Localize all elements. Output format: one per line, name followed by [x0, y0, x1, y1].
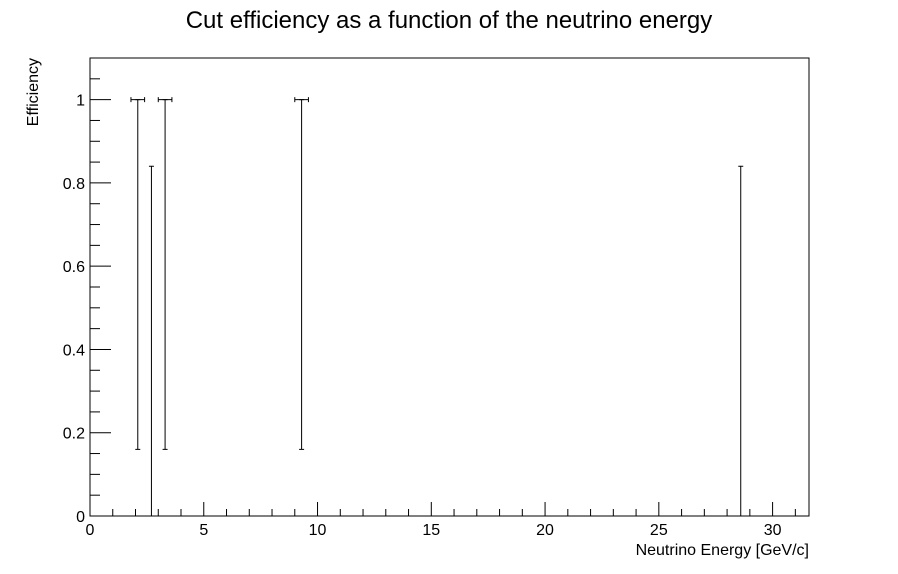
data-layer [130, 97, 744, 516]
y-axis: 0 0.2 0.4 0.6 0.8 1 [63, 57, 111, 526]
x-axis: 0 5 10 15 20 25 30 [86, 502, 796, 539]
data-point [738, 165, 744, 516]
x-tick-label: 25 [650, 522, 668, 539]
y-tick-label: 0.2 [63, 426, 85, 443]
data-point [157, 97, 173, 450]
y-axis-label: Efficiency [25, 58, 42, 126]
y-tick-label: 0.4 [63, 342, 85, 359]
x-tick-label: 20 [536, 522, 554, 539]
y-tick-label: 1 [76, 93, 85, 110]
x-tick-label: 30 [764, 522, 782, 539]
x-tick-label: 15 [422, 522, 440, 539]
x-tick-label: 0 [86, 522, 95, 539]
plot-frame [89, 57, 810, 517]
x-tick-label: 10 [309, 522, 327, 539]
data-point [130, 97, 146, 450]
chart-title: Cut efficiency as a function of the neut… [186, 7, 713, 34]
x-tick-label: 5 [199, 522, 208, 539]
y-tick-label: 0 [76, 509, 85, 526]
y-tick-label: 0.8 [63, 176, 85, 193]
data-point [148, 165, 154, 516]
y-tick-label: 0.6 [63, 259, 85, 276]
x-axis-label: Neutrino Energy [GeV/c] [636, 542, 809, 559]
data-point [294, 97, 309, 450]
